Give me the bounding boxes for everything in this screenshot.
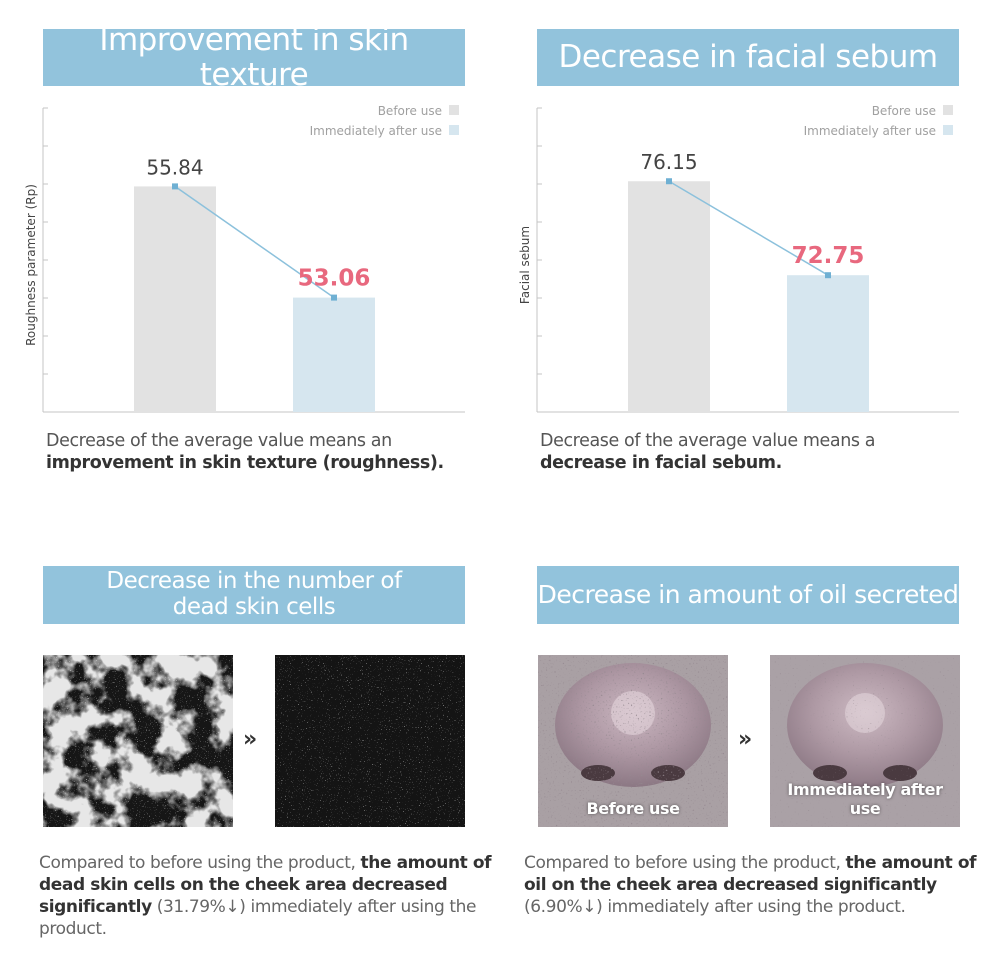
- legend-label: Immediately after use: [310, 124, 442, 138]
- roughness-chart: Roughness parameter (Rp) 55.84 53.06 Before…: [24, 104, 465, 413]
- before-use-bar: [134, 186, 216, 412]
- caption-text: Decrease of the average value means an: [46, 431, 392, 451]
- caption-text: Decrease of the average value means a: [540, 431, 876, 451]
- caption-text: (31.79%↓) immediately after using the pr…: [39, 897, 477, 939]
- dead-skin-before-photo: [43, 655, 233, 827]
- before-use-label: Before use: [586, 799, 680, 818]
- before-value-label: 55.84: [146, 155, 203, 179]
- before-use-bar: [628, 181, 710, 412]
- dead-skin-after-photo: [275, 655, 465, 827]
- oil-secreted-title: Decrease in amount of oil secreted: [537, 566, 959, 624]
- after-value-label: 72.75: [792, 243, 865, 269]
- caption-text: Compared to before using the product,: [524, 853, 846, 873]
- skin-texture-caption: Decrease of the average value means an i…: [46, 430, 486, 474]
- caption-text: Compared to before using the product,: [39, 853, 361, 873]
- trend-line: [668, 180, 829, 276]
- caption-text: (6.90%↓) immediately after using the pro…: [524, 897, 906, 917]
- oil-caption: Compared to before using the product, th…: [524, 852, 994, 918]
- legend-label: Immediately after use: [804, 124, 936, 138]
- legend-swatch: [943, 125, 953, 135]
- data-point-marker: [666, 178, 672, 185]
- facial-sebum-chart: Facial sebum 76.15 72.75 Before use Immediat…: [518, 104, 959, 413]
- legend-swatch: [449, 125, 459, 135]
- nose-after-photo: Immediately after use: [770, 655, 960, 827]
- after-use-label: Immediately after use: [787, 780, 943, 818]
- y-axis-label: Roughness parameter (Rp): [24, 184, 38, 346]
- title-line-1: Decrease in the number of: [106, 568, 402, 595]
- data-point-marker: [825, 272, 831, 279]
- caption-bold: improvement in skin texture (roughness).: [46, 453, 444, 473]
- title-line-2: dead skin cells: [172, 594, 336, 620]
- facial-sebum-caption: Decrease of the average value means a de…: [540, 430, 960, 474]
- nose-before-photo: Before use: [538, 655, 728, 827]
- facial-sebum-title: Decrease in facial sebum: [537, 29, 959, 86]
- after-use-bar: [787, 275, 869, 412]
- data-point-marker: [172, 183, 178, 190]
- dead-skin-cells-title: Decrease in the number of dead skin cell…: [43, 566, 465, 624]
- legend-swatch: [943, 105, 953, 115]
- comparison-arrow-icon: »: [243, 727, 257, 752]
- comparison-arrow-icon: »: [738, 727, 752, 752]
- trend-line: [174, 185, 335, 299]
- skin-texture-title: Improvement in skin texture: [43, 22, 465, 92]
- caption-bold: decrease in facial sebum.: [540, 453, 782, 473]
- caption-bold: the amount of dead skin cells on the che…: [39, 853, 492, 917]
- caption-bold: the amount of oil on the cheek area decr…: [524, 853, 977, 895]
- dead-skin-caption: Compared to before using the product, th…: [39, 852, 509, 940]
- after-value-label: 53.06: [298, 266, 371, 292]
- legend-label: Before use: [378, 104, 442, 118]
- data-point-marker: [331, 294, 337, 301]
- before-value-label: 76.15: [640, 150, 697, 174]
- after-use-bar: [293, 297, 375, 412]
- legend-label: Before use: [872, 104, 936, 118]
- y-axis-label: Facial sebum: [518, 226, 532, 304]
- legend-swatch: [449, 105, 459, 115]
